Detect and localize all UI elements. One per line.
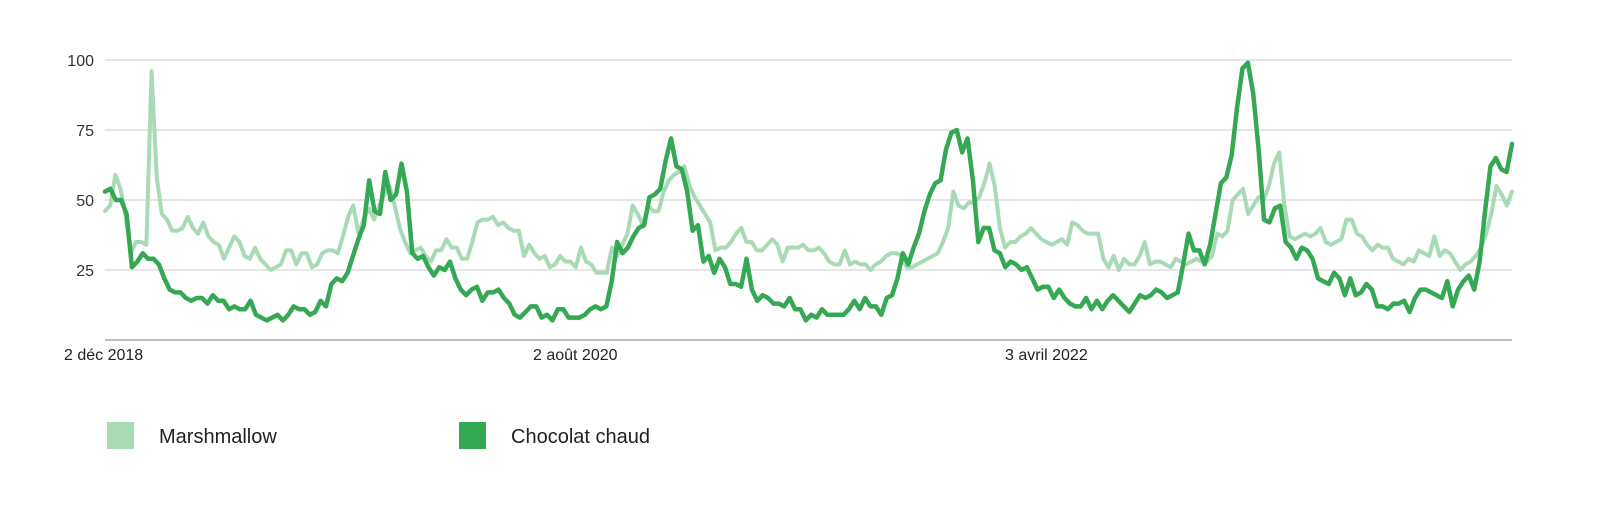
legend-swatch — [459, 422, 486, 449]
y-tick-label: 50 — [76, 193, 94, 210]
gridlines — [105, 59, 1512, 341]
y-tick-label: 75 — [76, 123, 94, 140]
legend-label: Marshmallow — [159, 426, 277, 448]
x-axis-ticks: 2 déc 2018 2 août 2020 3 avril 2022 — [64, 347, 1088, 364]
series-line-marshmallow — [103, 69, 1514, 275]
y-tick-label: 25 — [76, 263, 94, 280]
series-lines — [102, 60, 1515, 323]
y-tick-label: 100 — [67, 53, 94, 70]
series-line-chocolat-chaud — [102, 60, 1515, 323]
y-axis-ticks: 25 50 75 100 — [67, 53, 94, 280]
legend-swatch — [107, 422, 134, 449]
legend-label: Chocolat chaud — [511, 426, 650, 448]
legend: Marshmallow Chocolat chaud — [107, 422, 650, 449]
x-tick-label: 2 déc 2018 — [64, 347, 143, 364]
x-tick-label: 3 avril 2022 — [1005, 347, 1088, 364]
x-tick-label: 2 août 2020 — [533, 347, 618, 364]
